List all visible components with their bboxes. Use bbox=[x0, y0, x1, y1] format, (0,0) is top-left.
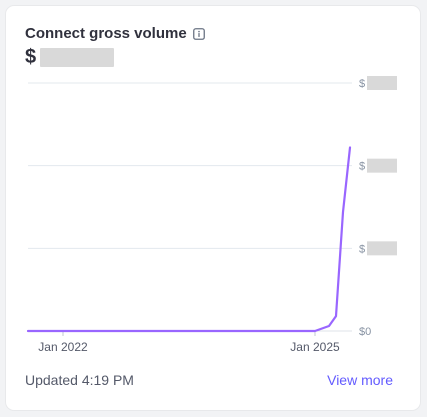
connect-gross-volume-card: Connect gross volume $ $ $ $ $0 Jan 2022 Jan … bbox=[6, 6, 420, 410]
card-header: Connect gross volume bbox=[25, 25, 205, 42]
total-amount: $ bbox=[25, 46, 115, 69]
card-title: Connect gross volume bbox=[25, 25, 187, 42]
volume-chart: $ $ $ $0 Jan 2022 Jan 2025 bbox=[26, 76, 397, 354]
y-tick-label: $ bbox=[359, 78, 365, 90]
x-tick-label: Jan 2022 bbox=[38, 340, 88, 354]
currency-symbol: $ bbox=[25, 46, 37, 68]
view-more-link[interactable]: View more bbox=[327, 372, 393, 388]
y-tick-redacted-value bbox=[367, 158, 397, 173]
info-icon[interactable] bbox=[192, 27, 205, 40]
x-tick-label: Jan 2025 bbox=[290, 340, 340, 354]
y-tick-label: $0 bbox=[359, 326, 371, 338]
y-tick-label: $ bbox=[359, 243, 365, 255]
updated-timestamp: Updated 4:19 PM bbox=[25, 372, 134, 388]
y-tick-redacted-value bbox=[367, 76, 397, 90]
series-line bbox=[26, 146, 352, 333]
redacted-amount bbox=[40, 48, 115, 67]
y-tick-label: $ bbox=[359, 161, 365, 173]
y-tick-redacted-value bbox=[367, 241, 397, 256]
